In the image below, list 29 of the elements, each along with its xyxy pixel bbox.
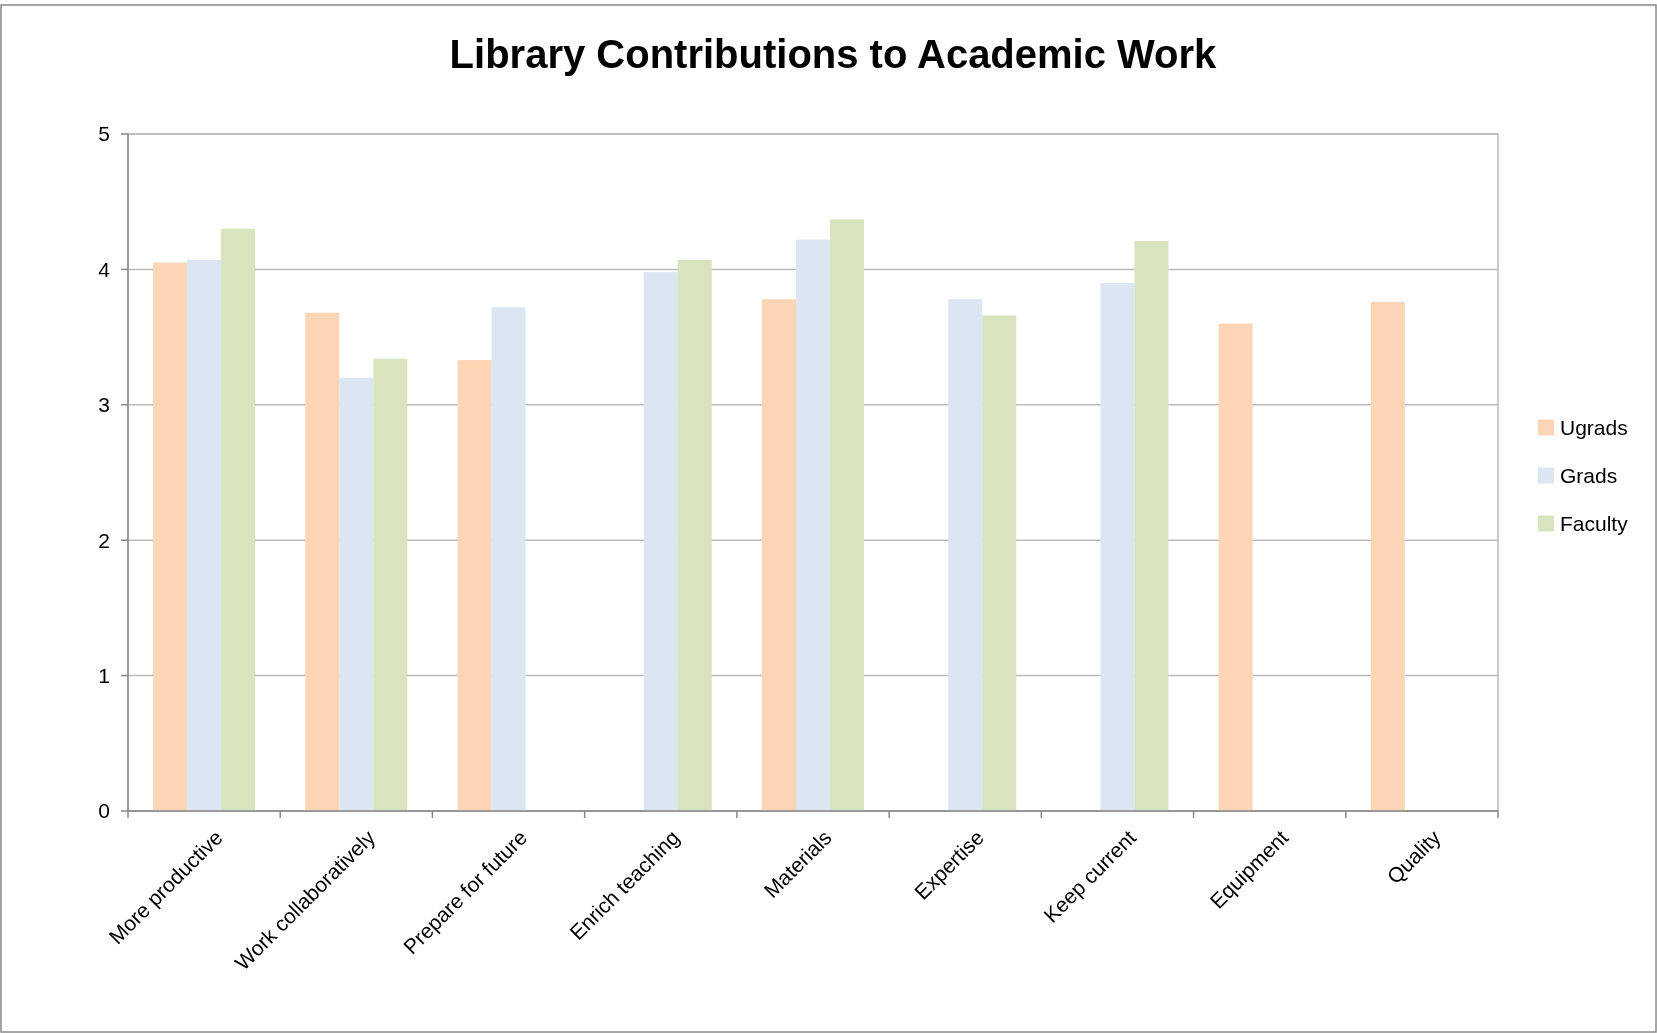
y-tick-label: 4: [98, 257, 111, 281]
bar: [339, 377, 374, 811]
chart-title: Library Contributions to Academic Work: [449, 32, 1218, 76]
bar: [221, 228, 256, 811]
bar: [830, 219, 864, 811]
legend-label: Ugrads: [1560, 415, 1628, 439]
y-tick-label: 0: [98, 799, 110, 823]
y-tick-label: 1: [98, 663, 110, 687]
bar: [1100, 282, 1135, 811]
bar: [1218, 323, 1253, 811]
bar: [796, 239, 830, 811]
y-tick-label: 3: [98, 393, 110, 417]
bar: [491, 307, 526, 811]
legend-label: Grads: [1560, 463, 1618, 487]
bar: [762, 299, 796, 811]
bar: [643, 272, 678, 811]
legend-label: Faculty: [1560, 511, 1629, 535]
bar: [305, 312, 340, 811]
bar: [1370, 301, 1405, 811]
bar: [1134, 240, 1169, 811]
y-tick-label: 2: [98, 528, 110, 552]
bar: [153, 262, 188, 811]
bar: [373, 358, 408, 811]
y-tick-label: 5: [98, 122, 110, 146]
bar: [187, 259, 222, 811]
bar: [948, 299, 983, 811]
bar: [677, 259, 712, 811]
bar: [982, 315, 1017, 811]
bar: [457, 360, 492, 811]
